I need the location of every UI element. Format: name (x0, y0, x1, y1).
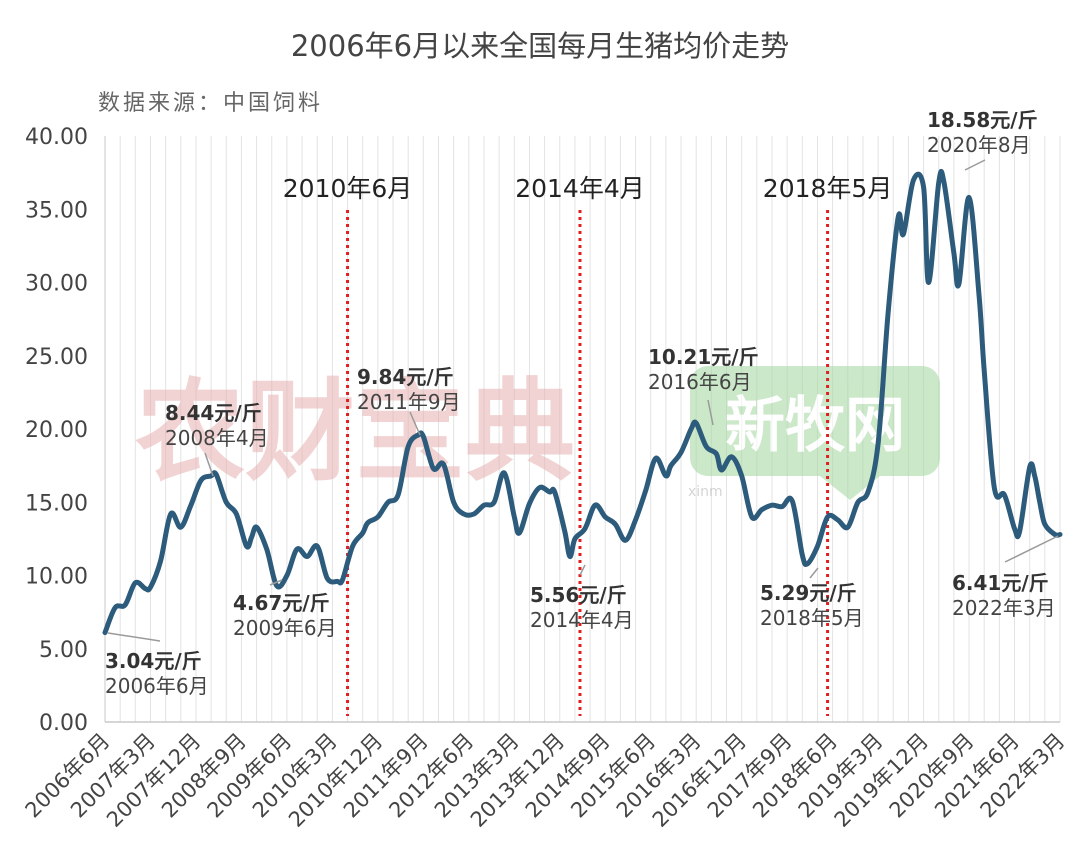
annotation-leader (107, 632, 161, 642)
y-tick-label: 15.00 (25, 491, 88, 516)
chart-title: 2006年6月以来全国每月生猪均价走势 (291, 29, 789, 63)
y-tick-label: 5.00 (39, 638, 88, 663)
annotation-date: 2009年6月 (233, 616, 337, 640)
annotation-date: 2018年5月 (760, 606, 864, 630)
annotation-date: 2016年6月 (648, 370, 752, 394)
annotation-price: 5.29元/斤 (760, 581, 857, 605)
credit-watermark: 头条 @猪业强国 (894, 819, 1055, 844)
event-label: 2010年6月 (283, 174, 413, 203)
annotation-price: 3.04元/斤 (105, 649, 202, 673)
series-layer (102, 168, 1063, 636)
y-tick-label: 20.00 (25, 418, 88, 443)
annotation-date: 2006年6月 (105, 674, 209, 698)
y-tick-label: 40.00 (25, 125, 88, 150)
annotation-price: 18.58元/斤 (927, 108, 1038, 132)
watermark-right-small: xinm (688, 484, 723, 500)
y-tick-labels: 0.00 5.00 10.00 15.00 20.00 25.00 30.00 35.00 40… (25, 125, 88, 736)
y-tick-label: 35.00 (25, 198, 88, 223)
event-markers: 2010年6月 2014年4月 2018年5月 (283, 174, 893, 716)
y-tick-label: 25.00 (25, 345, 88, 370)
y-tick-label: 10.00 (25, 565, 88, 590)
y-tick-label: 0.00 (39, 711, 88, 736)
annotation-leader (409, 411, 421, 436)
annotation-leader (269, 579, 283, 586)
series-line (102, 168, 1063, 636)
annotation-date: 2011年9月 (357, 390, 461, 414)
event-label: 2018年5月 (763, 174, 893, 203)
annotation-leader (579, 564, 586, 576)
annotation-price: 5.56元/斤 (530, 583, 627, 607)
annotation-price: 6.41元/斤 (952, 571, 1049, 595)
watermark-right-tail (820, 476, 880, 500)
annotation-leader (809, 567, 819, 579)
axes (104, 136, 1060, 723)
annotation-date: 2008年4月 (165, 426, 269, 450)
annotation-leader (1004, 535, 1059, 563)
annotation-price: 8.44元/斤 (165, 401, 262, 425)
annotation-leader (964, 159, 986, 171)
annotation-leader (707, 399, 714, 426)
x-tick-labels: 2006年6月2007年3月2007年12月2008年9月2009年6月2010… (21, 729, 1070, 832)
annotation-date: 2014年4月 (530, 608, 634, 632)
y-tick-label: 30.00 (25, 272, 88, 297)
annotation-price: 4.67元/斤 (233, 591, 330, 615)
chart-subtitle: 数据来源：中国饲料 (98, 91, 323, 116)
annotation-price: 9.84元/斤 (357, 365, 454, 389)
annotation-price: 10.21元/斤 (648, 345, 759, 369)
annotation-date: 2020年8月 (927, 133, 1031, 157)
annotation-date: 2022年3月 (952, 596, 1056, 620)
grid-lines (104, 136, 1061, 722)
event-label: 2014年4月 (515, 174, 645, 203)
annotation-leader (204, 452, 214, 477)
